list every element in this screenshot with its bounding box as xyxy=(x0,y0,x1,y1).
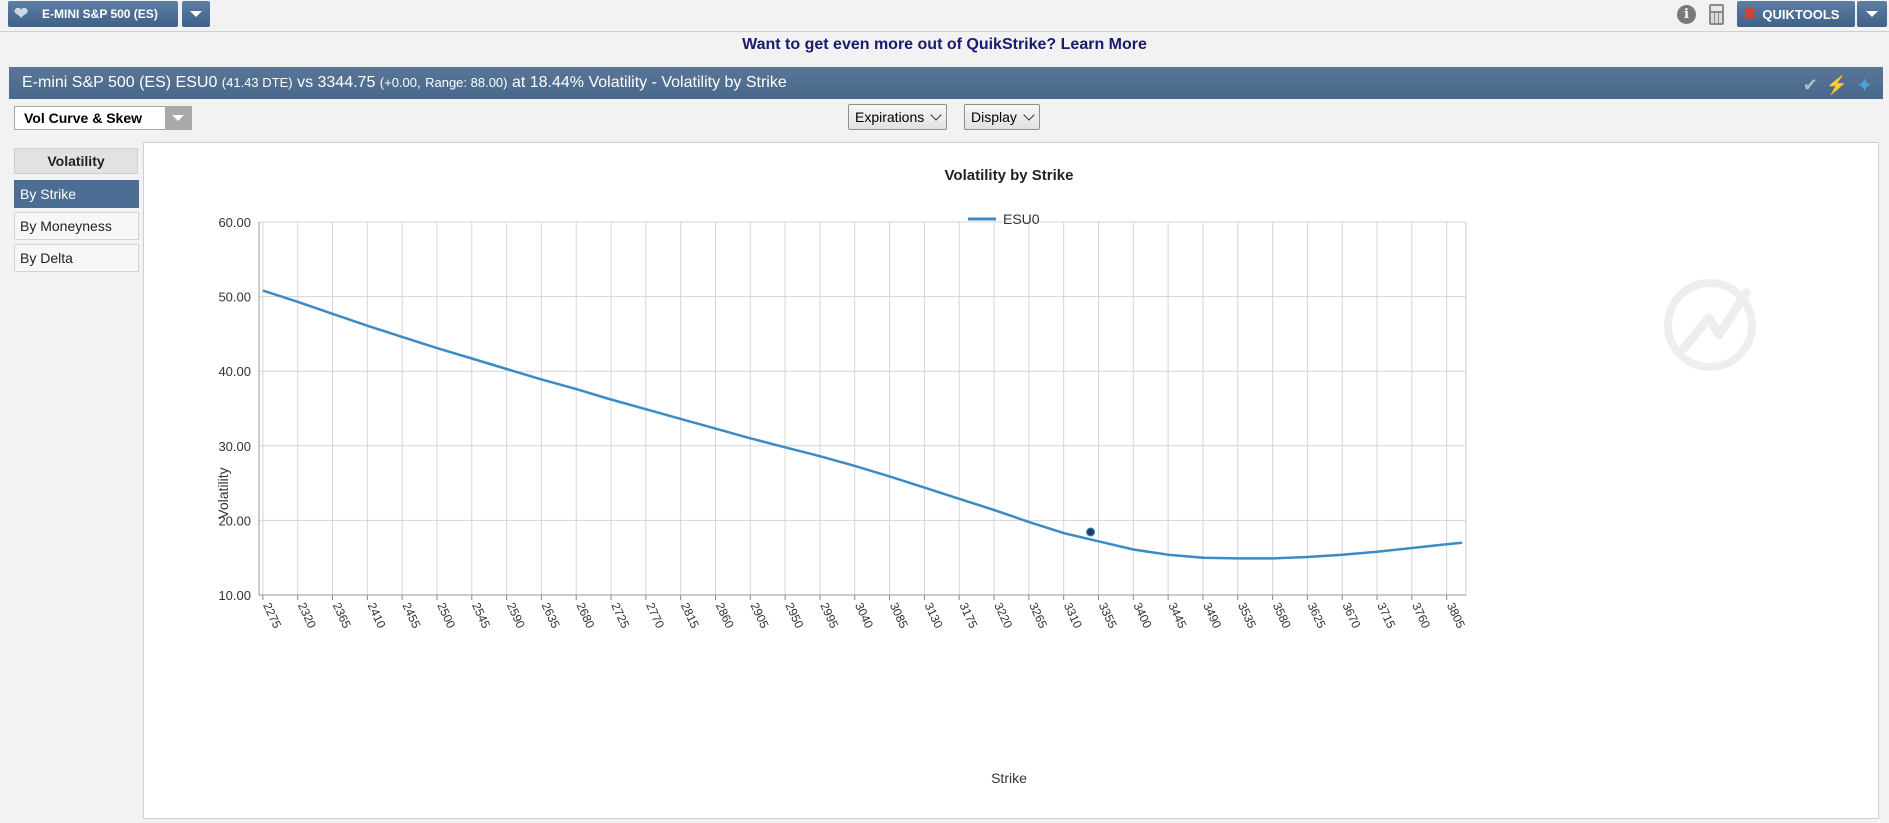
y-tick-label: 40.00 xyxy=(218,364,251,379)
x-tick-label: 3670 xyxy=(1339,600,1363,630)
promo-banner: Want to get even more out of QuikStrike?… xyxy=(0,36,1889,54)
x-tick-label: 2815 xyxy=(678,600,702,630)
x-tick-label: 3130 xyxy=(922,600,946,630)
x-tick-label: 3040 xyxy=(852,600,876,630)
chart-panel: 10.00 20.00 30.00 40.00 50.00 60.00 2275 2320 23… xyxy=(143,142,1879,819)
x-tick-label: 2455 xyxy=(399,600,423,630)
check-icon[interactable]: ✔ xyxy=(1802,75,1818,95)
quiktools-dropdown-button[interactable] xyxy=(1857,1,1887,27)
x-tick-label: 2680 xyxy=(574,600,598,630)
y-axis-label: Volatility xyxy=(215,467,231,518)
x-tick-label: 3400 xyxy=(1131,600,1155,630)
display-button[interactable]: Display xyxy=(964,104,1040,130)
x-axis-label: Strike xyxy=(991,770,1027,786)
chart-title: Volatility by Strike xyxy=(945,167,1074,184)
view-select-dropdown[interactable] xyxy=(165,107,191,129)
x-tick-label: 2545 xyxy=(469,600,493,630)
chevron-down-icon xyxy=(1866,11,1878,17)
product-selector-button[interactable]: ❤ E-MINI S&P 500 (ES) xyxy=(8,1,178,27)
view-select-value: Vol Curve & Skew xyxy=(24,110,143,126)
sidebar-item-by-strike[interactable]: By Strike xyxy=(14,180,139,208)
x-tick-label: 3355 xyxy=(1096,600,1120,630)
promo-text: Want to get even more out of QuikStrike? xyxy=(742,36,1057,53)
x-tick-label: 2905 xyxy=(748,600,772,630)
x-tick-label: 2725 xyxy=(608,600,632,630)
sidebar-item-by-delta[interactable]: By Delta xyxy=(14,244,139,272)
x-tick-label: 3715 xyxy=(1374,600,1398,630)
tools-icon: ✖ xyxy=(1743,6,1757,23)
x-tick-label: 2590 xyxy=(504,600,528,630)
y-tick-label: 50.00 xyxy=(218,290,251,305)
title-icons: ✔ ⚡ ✦ xyxy=(1803,73,1873,98)
legend-label-esu0: ESU0 xyxy=(1003,211,1040,227)
x-tick-label: 3175 xyxy=(956,600,980,630)
volatility-sidebar: Volatility By Strike By Moneyness By Del… xyxy=(14,148,139,272)
title-text: E-mini S&P 500 (ES) ESU0 (41.43 DTE) vs … xyxy=(22,74,787,92)
y-tick-label: 10.00 xyxy=(218,588,251,603)
title-dte: (41.43 DTE) xyxy=(221,75,293,90)
x-tick-label: 3220 xyxy=(991,600,1015,630)
x-tick-label: 2410 xyxy=(365,600,389,630)
x-tick-label: 2320 xyxy=(295,600,319,630)
twitter-icon[interactable]: ✦ xyxy=(1856,75,1873,97)
lightning-icon[interactable]: ⚡ xyxy=(1825,75,1849,95)
title-suffix: at 18.44% Volatility - Volatility by Str… xyxy=(511,74,787,91)
x-tick-label: 2995 xyxy=(817,600,841,630)
x-tick-label: 3805 xyxy=(1444,600,1468,630)
x-tick-label: 2365 xyxy=(330,600,354,630)
product-label: E-MINI S&P 500 (ES) xyxy=(42,7,158,21)
chart-series xyxy=(262,289,1463,560)
chevron-down-icon xyxy=(190,11,202,17)
y-tick-label: 20.00 xyxy=(218,513,251,528)
learn-more-link[interactable]: Learn More xyxy=(1060,36,1147,53)
chart-title-bar: E-mini S&P 500 (ES) ESU0 (41.43 DTE) vs … xyxy=(9,67,1883,99)
current-price-marker xyxy=(1086,527,1096,537)
calculator-icon[interactable] xyxy=(1709,4,1724,25)
chevron-down-icon xyxy=(172,115,184,121)
heart-icon[interactable]: ❤ xyxy=(14,4,29,23)
watermark-logo xyxy=(1664,279,1756,371)
chevron-down-icon xyxy=(1023,108,1035,121)
sidebar-item-by-moneyness[interactable]: By Moneyness xyxy=(14,212,139,240)
product-dropdown-button[interactable] xyxy=(182,1,210,27)
title-vs: vs 3344.75 xyxy=(297,74,376,91)
volatility-chart: 10.00 20.00 30.00 40.00 50.00 60.00 2275 2320 23… xyxy=(215,167,1756,786)
top-toolbar: ❤ E-MINI S&P 500 (ES) i ✖ QUIKTOOLS xyxy=(0,0,1889,32)
x-tick-label: 2770 xyxy=(643,600,667,630)
chart-grid xyxy=(258,221,1467,596)
y-tick-label: 30.00 xyxy=(218,439,251,454)
series-line-esu0 xyxy=(262,289,1463,560)
x-tick-label: 3310 xyxy=(1061,600,1085,630)
x-tick-label: 2635 xyxy=(539,600,563,630)
view-select[interactable]: Vol Curve & Skew xyxy=(14,106,192,130)
x-tick-label: 3625 xyxy=(1305,600,1329,630)
x-tick-label: 2950 xyxy=(782,600,806,630)
x-tick-label: 3490 xyxy=(1200,600,1224,630)
title-prefix: E-mini S&P 500 (ES) ESU0 xyxy=(22,74,218,91)
expirations-label: Expirations xyxy=(855,109,925,125)
quiktools-button[interactable]: ✖ QUIKTOOLS xyxy=(1737,1,1855,27)
x-tick-label: 2275 xyxy=(260,600,284,630)
x-tick-label: 3760 xyxy=(1409,600,1433,630)
expirations-button[interactable]: Expirations xyxy=(848,104,948,130)
x-tick-label: 3085 xyxy=(887,600,911,630)
plot-area xyxy=(258,221,1467,596)
x-tick-label: 3265 xyxy=(1026,600,1050,630)
chevron-down-icon xyxy=(930,108,942,121)
x-tick-label: 2860 xyxy=(713,600,737,630)
quiktools-label: QUIKTOOLS xyxy=(1762,6,1840,22)
x-tick-label: 3445 xyxy=(1165,600,1189,630)
x-tick-label: 2500 xyxy=(434,600,458,630)
x-tick-label: 3580 xyxy=(1270,600,1294,630)
display-label: Display xyxy=(971,109,1017,125)
title-change: (+0.00, xyxy=(379,75,421,90)
sidebar-header: Volatility xyxy=(14,148,138,174)
chart-legend: ESU0 xyxy=(968,211,1040,227)
x-tick-label: 3535 xyxy=(1235,600,1259,630)
title-range: Range: 88.00) xyxy=(425,75,508,90)
info-icon[interactable]: i xyxy=(1677,5,1696,24)
y-tick-label: 60.00 xyxy=(218,215,251,230)
